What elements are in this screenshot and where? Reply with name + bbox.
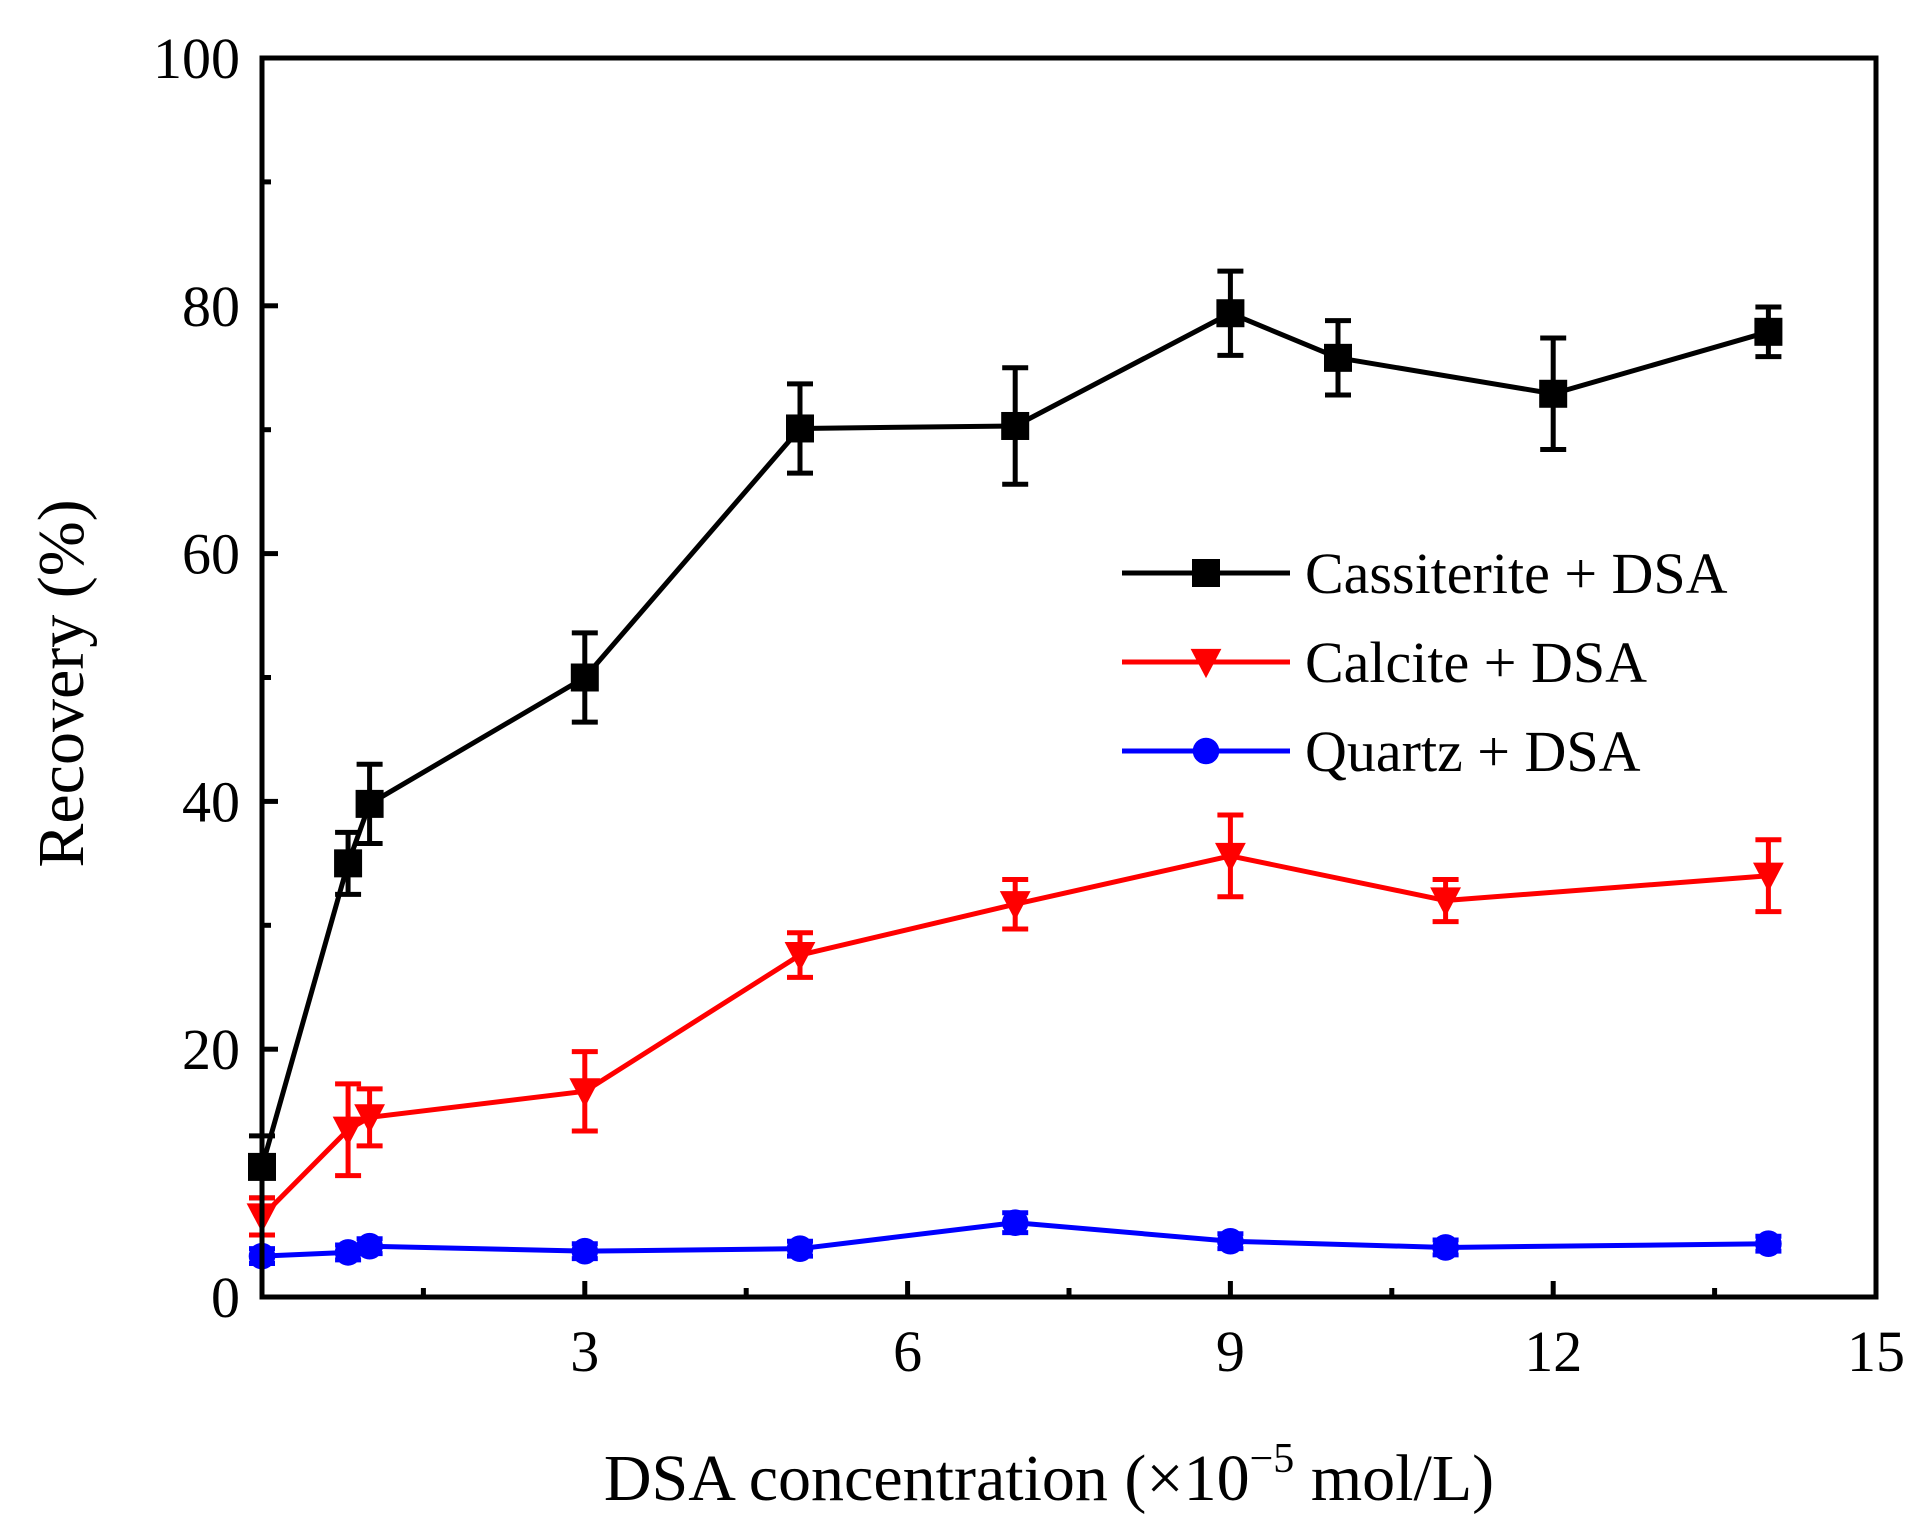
data-point-square xyxy=(786,414,814,443)
x-axis-title-suffix: mol/L) xyxy=(1294,1442,1494,1515)
legend-label: Calcite + DSA xyxy=(1305,630,1647,695)
legend-label: Cassiterite + DSA xyxy=(1305,541,1728,606)
data-point-square xyxy=(1539,379,1568,408)
legend: Cassiterite + DSA Calcite + DSA Quartz + D… xyxy=(1122,541,1728,784)
data-point-circle xyxy=(571,1237,599,1265)
data-point-circle xyxy=(1192,737,1220,765)
x-tick-label: 15 xyxy=(1847,1319,1905,1384)
y-tick-label: 0 xyxy=(211,1265,240,1330)
data-point-triangle xyxy=(999,891,1031,921)
plot-marks xyxy=(246,268,1784,1270)
y-tick-label: 100 xyxy=(153,26,240,91)
legend-label: Quartz + DSA xyxy=(1305,719,1641,784)
x-tick-label: 12 xyxy=(1524,1319,1582,1384)
data-point-circle xyxy=(334,1239,362,1266)
data-point-square xyxy=(570,663,599,692)
y-tick-label: 20 xyxy=(182,1017,240,1082)
data-point-square xyxy=(334,849,363,878)
data-point-triangle xyxy=(1753,862,1784,892)
y-axis-title: Recovery (%) xyxy=(25,499,98,867)
data-point-triangle xyxy=(1430,887,1461,917)
legend-item: Quartz + DSA xyxy=(1122,719,1641,784)
data-point-circle xyxy=(786,1235,814,1262)
series-calcite xyxy=(246,812,1784,1238)
data-point-circle xyxy=(356,1232,383,1260)
x-axis-title-superscript: −5 xyxy=(1250,1436,1295,1482)
data-point-square xyxy=(1324,343,1352,372)
y-tick-label: 80 xyxy=(182,274,240,339)
data-point-triangle xyxy=(354,1104,385,1134)
data-point-circle xyxy=(1432,1234,1459,1261)
axis-ticks: 0 20 40 60 80 100 3 6 9 12 15 xyxy=(153,26,1905,1384)
y-tick-label: 40 xyxy=(182,769,240,834)
data-point-square xyxy=(1001,411,1030,440)
data-point-square xyxy=(1192,559,1220,587)
x-tick-label: 3 xyxy=(570,1319,599,1384)
legend-item: Calcite + DSA xyxy=(1122,630,1647,695)
legend-item: Cassiterite + DSA xyxy=(1122,541,1728,606)
data-point-square xyxy=(355,789,384,818)
data-point-triangle xyxy=(1215,842,1246,873)
x-tick-label: 6 xyxy=(893,1319,922,1384)
data-point-circle xyxy=(1217,1227,1244,1255)
data-point-triangle xyxy=(784,941,816,972)
data-point-triangle xyxy=(1190,648,1222,679)
y-tick-label: 60 xyxy=(182,522,240,587)
data-point-square xyxy=(1754,317,1783,346)
data-point-circle xyxy=(1001,1209,1029,1236)
series-cassiterite xyxy=(248,268,1783,1201)
data-point-triangle xyxy=(332,1116,364,1146)
data-point-triangle xyxy=(569,1078,601,1108)
series-quartz xyxy=(248,1209,1782,1270)
x-tick-label: 9 xyxy=(1216,1319,1245,1384)
x-axis-title-main: DSA concentration (×10 xyxy=(604,1442,1250,1515)
x-axis-title: DSA concentration (×10−5 mol/L) xyxy=(604,1436,1494,1515)
data-point-square xyxy=(1216,299,1245,328)
data-point-circle xyxy=(1755,1230,1782,1258)
